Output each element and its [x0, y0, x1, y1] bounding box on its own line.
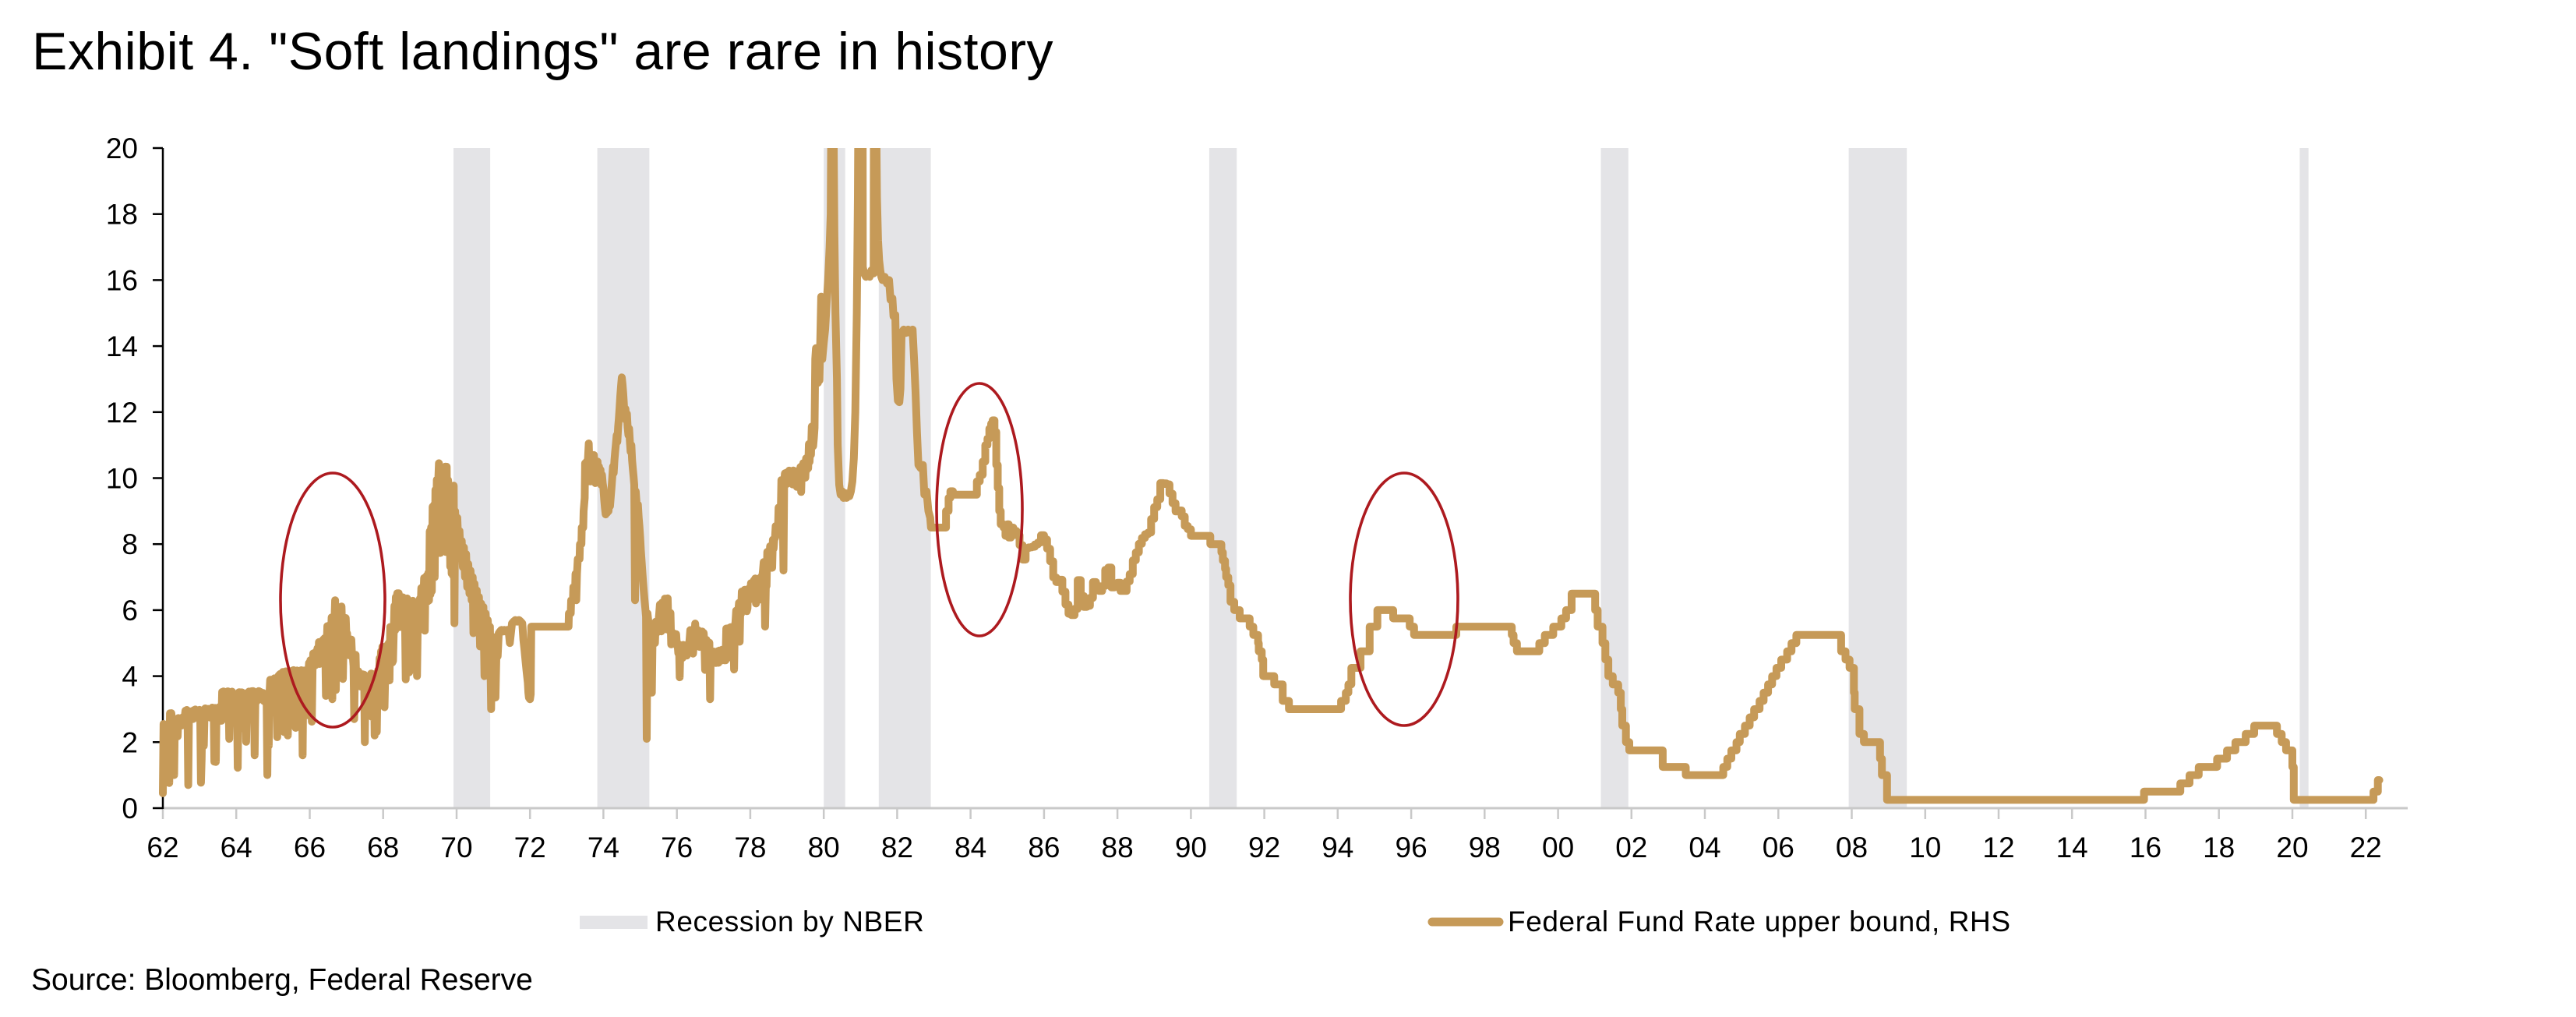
svg-text:10: 10: [1909, 832, 1941, 863]
svg-text:74: 74: [588, 832, 619, 863]
svg-text:04: 04: [1689, 832, 1720, 863]
svg-text:0: 0: [122, 793, 138, 825]
svg-text:86: 86: [1028, 832, 1060, 863]
svg-text:20: 20: [2276, 832, 2308, 863]
svg-text:88: 88: [1102, 832, 1134, 863]
svg-text:64: 64: [221, 832, 252, 863]
svg-text:6: 6: [122, 595, 138, 627]
svg-text:22: 22: [2350, 832, 2382, 863]
svg-text:76: 76: [661, 832, 693, 863]
svg-text:94: 94: [1322, 832, 1353, 863]
svg-text:Federal Fund Rate upper bound,: Federal Fund Rate upper bound, RHS: [1508, 906, 2011, 938]
svg-text:08: 08: [1836, 832, 1868, 863]
svg-text:06: 06: [1763, 832, 1794, 863]
svg-text:16: 16: [2130, 832, 2161, 863]
svg-text:84: 84: [955, 832, 986, 863]
svg-text:16: 16: [106, 264, 138, 296]
svg-text:90: 90: [1175, 832, 1207, 863]
svg-text:82: 82: [881, 832, 913, 863]
svg-text:70: 70: [440, 832, 472, 863]
svg-text:66: 66: [294, 832, 326, 863]
svg-text:72: 72: [514, 832, 546, 863]
svg-text:12: 12: [106, 397, 138, 429]
svg-text:96: 96: [1396, 832, 1427, 863]
svg-text:68: 68: [367, 832, 399, 863]
svg-text:18: 18: [106, 199, 138, 231]
svg-text:4: 4: [122, 661, 138, 693]
svg-text:18: 18: [2203, 832, 2235, 863]
svg-text:10: 10: [106, 463, 138, 495]
svg-text:98: 98: [1469, 832, 1501, 863]
svg-text:62: 62: [146, 832, 178, 863]
svg-text:00: 00: [1542, 832, 1574, 863]
svg-text:14: 14: [106, 330, 138, 362]
svg-text:Exhibit 4. "Soft landings" are: Exhibit 4. "Soft landings" are rare in h…: [32, 22, 1053, 81]
svg-text:20: 20: [106, 132, 138, 164]
svg-text:80: 80: [808, 832, 840, 863]
svg-text:02: 02: [1615, 832, 1647, 863]
svg-text:Recession by NBER: Recession by NBER: [655, 906, 924, 938]
svg-text:8: 8: [122, 528, 138, 560]
svg-text:2: 2: [122, 726, 138, 758]
svg-text:14: 14: [2056, 832, 2088, 863]
svg-text:92: 92: [1248, 832, 1280, 863]
svg-text:Source: Bloomberg, Federal Res: Source: Bloomberg, Federal Reserve: [31, 963, 533, 997]
svg-text:78: 78: [734, 832, 766, 863]
svg-text:12: 12: [1982, 832, 2014, 863]
